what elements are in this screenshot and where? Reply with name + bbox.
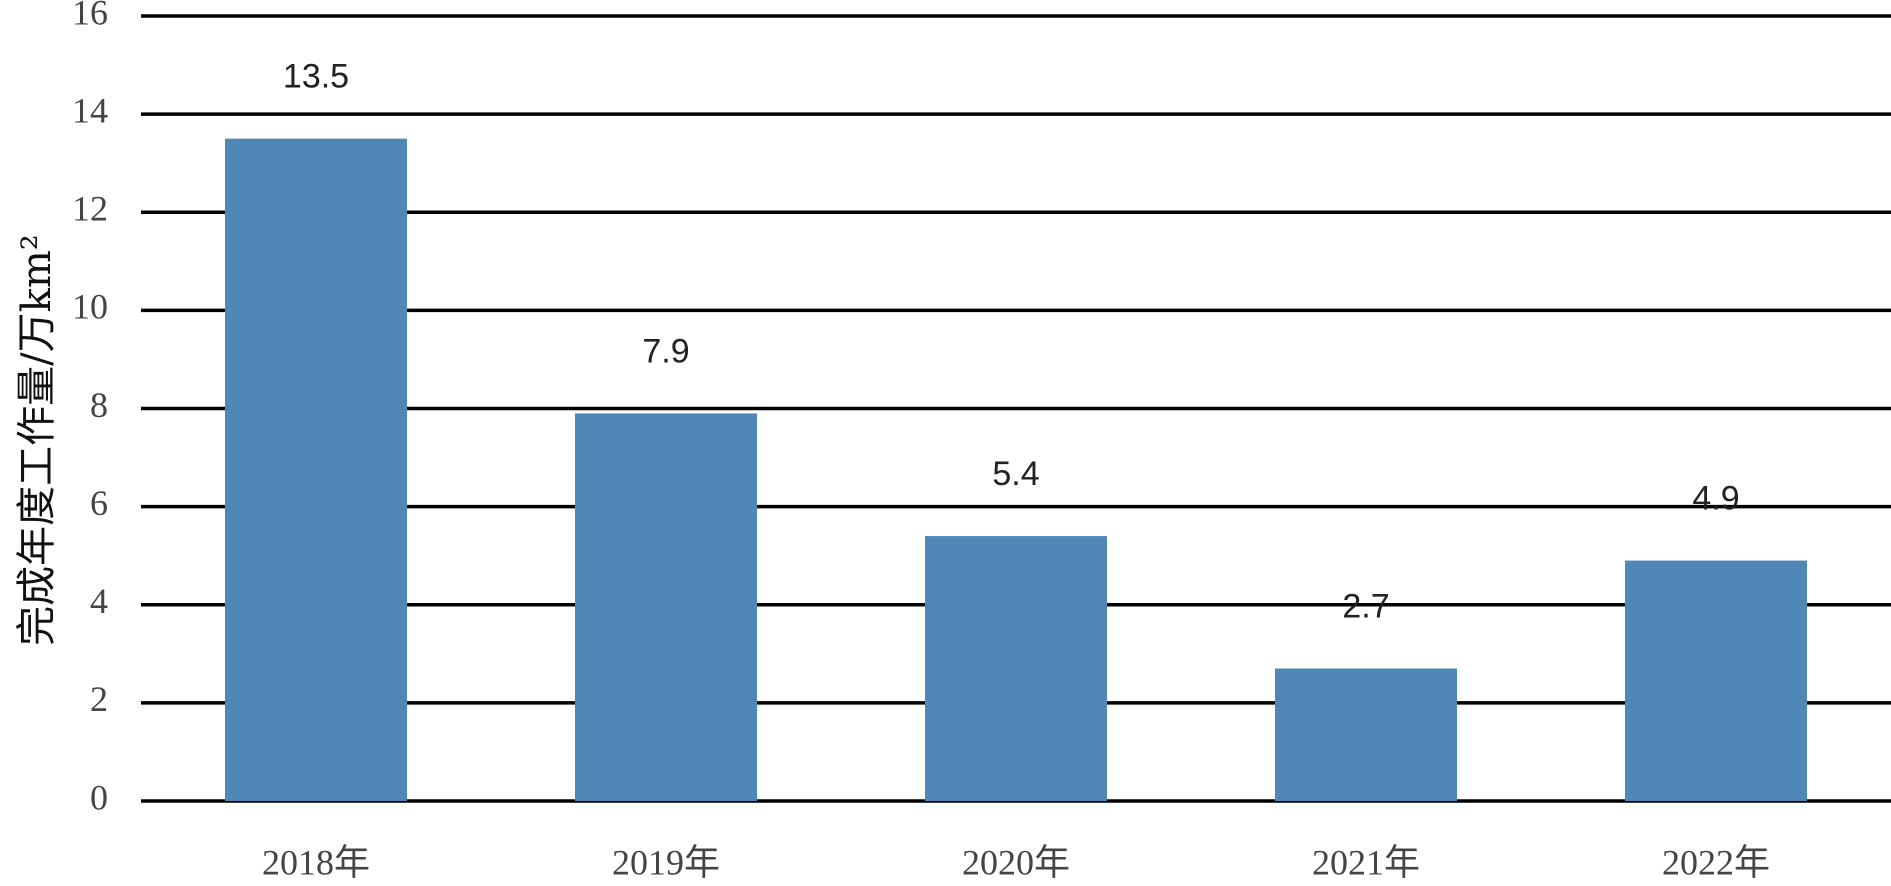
bar: [575, 413, 757, 801]
x-tick-label: 2019年: [612, 842, 720, 882]
value-label: 13.5: [283, 58, 349, 96]
y-tick-label: 0: [90, 777, 108, 817]
value-label: 5.4: [992, 455, 1039, 493]
bar: [225, 138, 407, 801]
x-tick-label: 2020年: [962, 842, 1070, 882]
y-tick-label: 16: [72, 0, 108, 32]
y-tick-label: 4: [90, 581, 108, 621]
value-label: 2.7: [1342, 588, 1389, 626]
y-tick-label: 10: [72, 287, 108, 327]
y-tick-label: 6: [90, 483, 108, 523]
y-tick-label: 14: [72, 90, 108, 130]
x-tick-label: 2018年: [262, 842, 370, 882]
y-tick-label: 12: [72, 189, 108, 229]
bar: [1625, 560, 1807, 801]
y-axis-title: 完成年度工作量/万km²: [14, 234, 60, 646]
x-tick-label: 2021年: [1312, 842, 1420, 882]
y-tick-label: 2: [90, 679, 108, 719]
y-tick-label: 8: [90, 385, 108, 425]
bar: [925, 536, 1107, 801]
bar: [1275, 668, 1457, 801]
value-label: 4.9: [1692, 480, 1739, 518]
x-tick-label: 2022年: [1662, 842, 1770, 882]
value-label: 7.9: [642, 332, 689, 370]
